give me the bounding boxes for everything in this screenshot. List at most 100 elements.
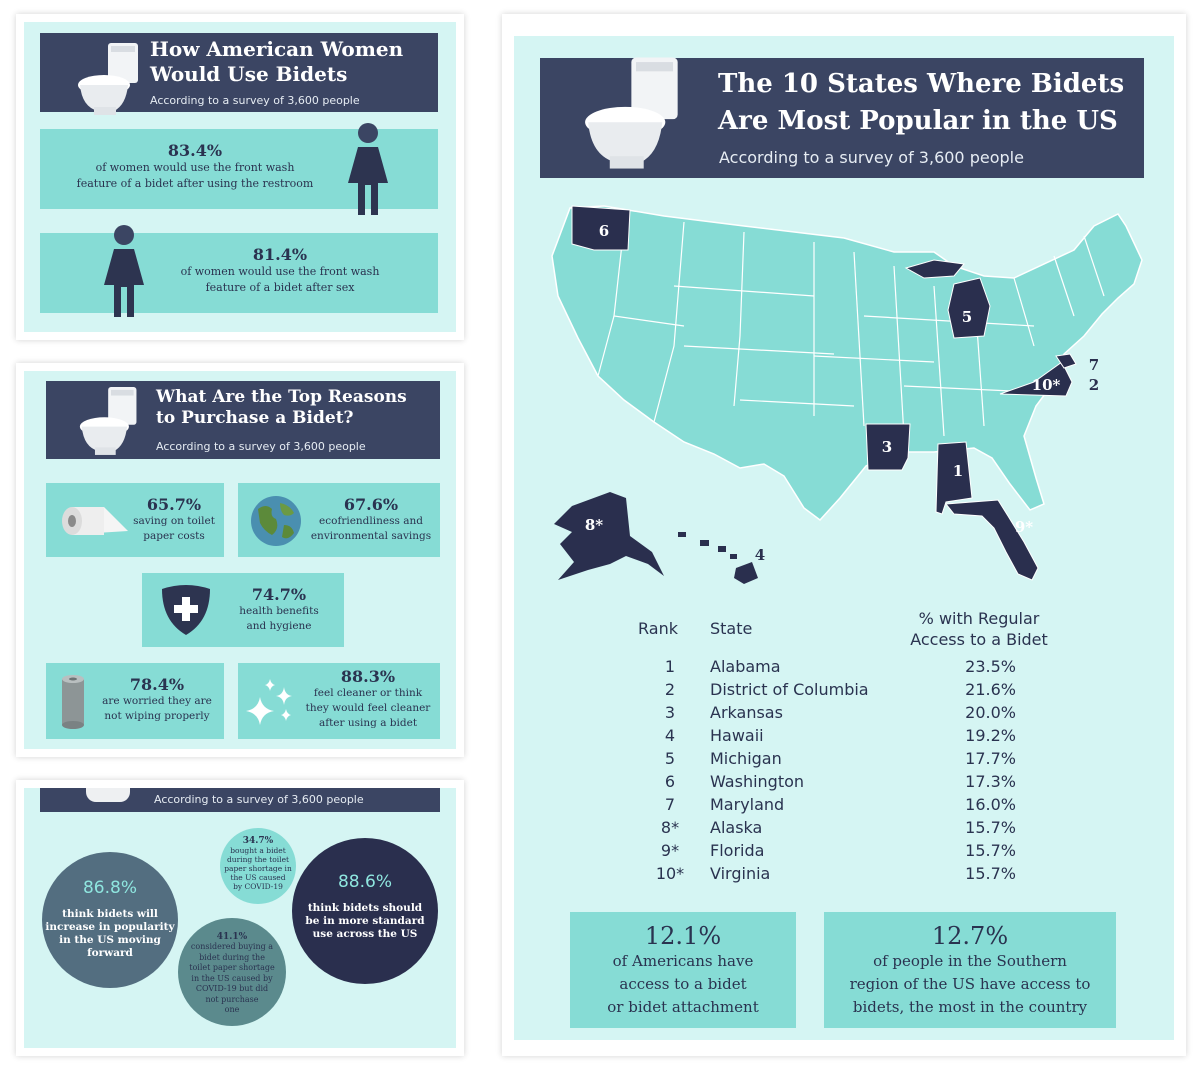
box-desc: of Americans have access to a bidet or b… bbox=[607, 952, 759, 1016]
circle-pct: 86.8% bbox=[82, 878, 137, 898]
state-cell: District of Columbia bbox=[710, 680, 869, 699]
pct-cell: 21.6% bbox=[965, 680, 1016, 699]
women-card: How American Women Would Use Bidets Acco… bbox=[16, 14, 464, 340]
table-row: 9* Florida 15.7% bbox=[630, 839, 1020, 862]
circle-pct: 41.1% bbox=[216, 932, 248, 942]
table-row: 7 Maryland 16.0% bbox=[630, 793, 1020, 816]
state-cell: Maryland bbox=[710, 795, 785, 814]
stat-box-southern: 12.7% of people in the Southern region o… bbox=[824, 912, 1116, 1028]
health-shield-icon bbox=[162, 585, 210, 635]
table-row: 8* Alaska 15.7% bbox=[630, 816, 1020, 839]
reason-item: 78.4% are worried they are not wiping pr… bbox=[46, 663, 224, 739]
future-panel: According to a survey of 3,600 people 86… bbox=[24, 788, 456, 1048]
state-cell: Florida bbox=[710, 841, 765, 860]
table-row: 1 Alabama 23.5% bbox=[630, 655, 1020, 678]
pct-cell: 17.7% bbox=[965, 749, 1016, 768]
stat-box-americans: 12.1% of Americans have access to a bide… bbox=[570, 912, 796, 1028]
reasons-header: What Are the Top Reasons to Purchase a B… bbox=[46, 381, 440, 459]
reason-item: 65.7% saving on toilet paper costs bbox=[46, 483, 224, 557]
future-card: According to a survey of 3,600 people 86… bbox=[16, 780, 464, 1056]
toilet-icon bbox=[86, 788, 130, 802]
states-subtitle: According to a survey of 3,600 people bbox=[719, 148, 1024, 167]
table-row: 6 Washington 17.3% bbox=[630, 770, 1020, 793]
reason-desc: are worried they are not wiping properly bbox=[102, 695, 212, 722]
pct-cell: 19.2% bbox=[965, 726, 1016, 745]
reasons-card: What Are the Top Reasons to Purchase a B… bbox=[16, 363, 464, 757]
women-title: How American Women Would Use Bidets bbox=[150, 37, 404, 86]
rank-cell: 2 bbox=[664, 680, 676, 699]
future-header: According to a survey of 3,600 people bbox=[40, 788, 440, 812]
table-row: 3 Arkansas 20.0% bbox=[630, 701, 1020, 724]
rank-cell: 10* bbox=[655, 864, 685, 883]
women-stat-1-pct: 83.4% bbox=[167, 141, 223, 160]
rank-cell: 1 bbox=[664, 657, 676, 676]
circle-desc: think bidets should be in more standard … bbox=[305, 902, 425, 940]
table-row: 5 Michigan 17.7% bbox=[630, 747, 1020, 770]
woman-icon bbox=[104, 225, 144, 317]
table-row: 2 District of Columbia 21.6% bbox=[630, 678, 1020, 701]
pct-cell: 23.5% bbox=[965, 657, 1016, 676]
state-michigan-upper bbox=[904, 259, 965, 279]
reason-pct: 88.3% bbox=[340, 667, 396, 686]
pct-cell: 16.0% bbox=[965, 795, 1016, 814]
state-alabama bbox=[935, 441, 973, 515]
toilet-icon bbox=[585, 57, 678, 169]
pct-cell: 15.7% bbox=[965, 818, 1016, 837]
state-virginia bbox=[999, 361, 1073, 397]
map-label: 7 bbox=[1089, 356, 1099, 374]
globe-icon bbox=[251, 496, 301, 546]
table-header-state: State bbox=[710, 619, 753, 638]
state-arkansas bbox=[865, 423, 911, 471]
women-stat-2: 81.4% of women would use the front wash … bbox=[40, 225, 438, 317]
pct-cell: 15.7% bbox=[965, 864, 1016, 883]
reason-item: 74.7% health benefits and hygiene bbox=[142, 573, 344, 647]
state-cell: Alabama bbox=[710, 657, 781, 676]
stat-circle-popularity: 86.8% think bidets will increase in popu… bbox=[42, 852, 178, 988]
state-cell: Arkansas bbox=[710, 703, 783, 722]
pct-cell: 17.3% bbox=[965, 772, 1016, 791]
pct-cell: 20.0% bbox=[965, 703, 1016, 722]
reason-desc: saving on toilet paper costs bbox=[133, 515, 215, 542]
state-florida bbox=[945, 499, 1039, 581]
map-label: 3 bbox=[882, 438, 892, 456]
states-title: The 10 States Where Bidets Are Most Popu… bbox=[718, 69, 1125, 136]
future-subtitle: According to a survey of 3,600 people bbox=[154, 793, 364, 806]
states-header: The 10 States Where Bidets Are Most Popu… bbox=[540, 57, 1144, 178]
toilet-paper-icon bbox=[62, 507, 128, 535]
toilet-icon bbox=[79, 387, 137, 455]
reasons-subtitle: According to a survey of 3,600 people bbox=[156, 440, 366, 453]
state-cell: Washington bbox=[710, 772, 805, 791]
state-cell: Alaska bbox=[710, 818, 763, 837]
reason-pct: 65.7% bbox=[146, 495, 202, 514]
states-panel: The 10 States Where Bidets Are Most Popu… bbox=[514, 36, 1174, 1040]
map-label: 9* bbox=[1015, 518, 1033, 536]
stat-circle-bought: 34.7% bought a bidet during the toilet p… bbox=[220, 828, 296, 904]
rank-cell: 5 bbox=[664, 749, 676, 768]
state-hawaii bbox=[678, 532, 758, 584]
reason-pct: 74.7% bbox=[251, 585, 307, 604]
state-cell: Hawaii bbox=[710, 726, 764, 745]
rank-table: 1 Alabama 23.5% 2 District of Columbia 21.6% 3… bbox=[630, 655, 1020, 885]
circle-pct: 88.6% bbox=[337, 872, 392, 892]
states-card: The 10 States Where Bidets Are Most Popu… bbox=[502, 14, 1186, 1056]
toilet-paper-roll-icon bbox=[62, 675, 84, 729]
box-pct: 12.7% bbox=[931, 922, 1009, 950]
reason-desc: feel cleaner or think they would feel cl… bbox=[305, 687, 431, 729]
women-subtitle: According to a survey of 3,600 people bbox=[150, 94, 360, 107]
reason-desc: ecofriendliness and environmental saving… bbox=[310, 515, 432, 542]
toilet-icon bbox=[78, 43, 138, 115]
circle-desc: think bidets will increase in popularity… bbox=[45, 908, 175, 959]
women-header: How American Women Would Use Bidets Acco… bbox=[40, 33, 438, 115]
map-label: 2 bbox=[1089, 376, 1099, 394]
reason-pct: 67.6% bbox=[343, 495, 399, 514]
map-label: 6 bbox=[599, 222, 609, 240]
table-row: 4 Hawaii 19.2% bbox=[630, 724, 1020, 747]
women-stat-1-desc: of women would use the front wash featur… bbox=[76, 161, 314, 190]
pct-cell: 15.7% bbox=[965, 841, 1016, 860]
table-header-pct: % with Regular Access to a Bidet bbox=[910, 609, 1048, 649]
women-stat-2-desc: of women would use the front wash featur… bbox=[180, 265, 380, 294]
box-desc: of people in the Southern region of the … bbox=[849, 952, 1091, 1016]
rank-cell: 7 bbox=[664, 795, 676, 814]
women-panel: How American Women Would Use Bidets Acco… bbox=[24, 22, 456, 332]
women-stat-2-pct: 81.4% bbox=[252, 245, 308, 264]
